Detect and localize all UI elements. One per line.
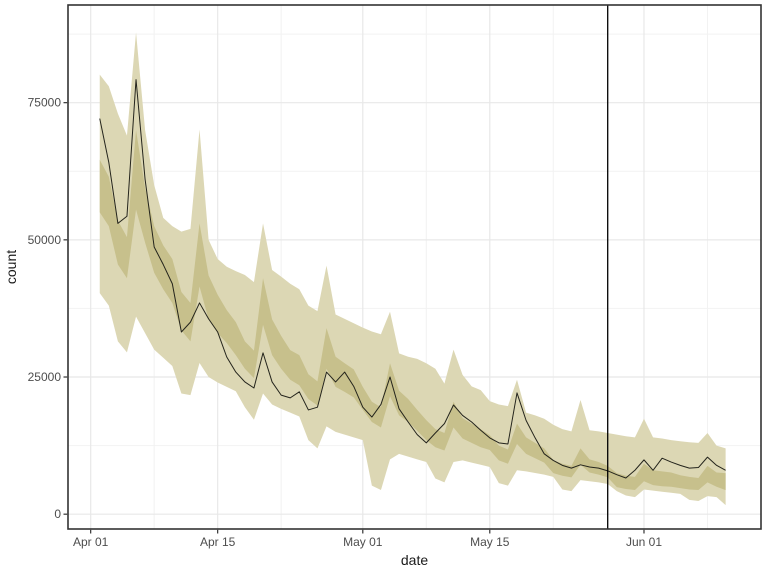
y-tick-label: 0 <box>54 507 61 521</box>
x-tick-label: Apr 15 <box>200 535 236 549</box>
panel-border <box>67 4 762 530</box>
x-tick-label: May 01 <box>343 535 383 549</box>
x-tick-label: Apr 01 <box>73 535 109 549</box>
count-line <box>99 79 726 479</box>
x-tick-label: May 15 <box>470 535 510 549</box>
x-axis-title: date <box>400 552 429 568</box>
y-tick-label: 25000 <box>28 370 62 384</box>
y-axis-title: count <box>3 249 19 285</box>
outer-ribbon <box>99 32 726 506</box>
inner-ribbon <box>99 130 726 491</box>
x-tick-label: Jun 01 <box>626 535 662 549</box>
y-tick-label: 50000 <box>28 233 62 247</box>
y-tick-label: 75000 <box>28 96 62 110</box>
